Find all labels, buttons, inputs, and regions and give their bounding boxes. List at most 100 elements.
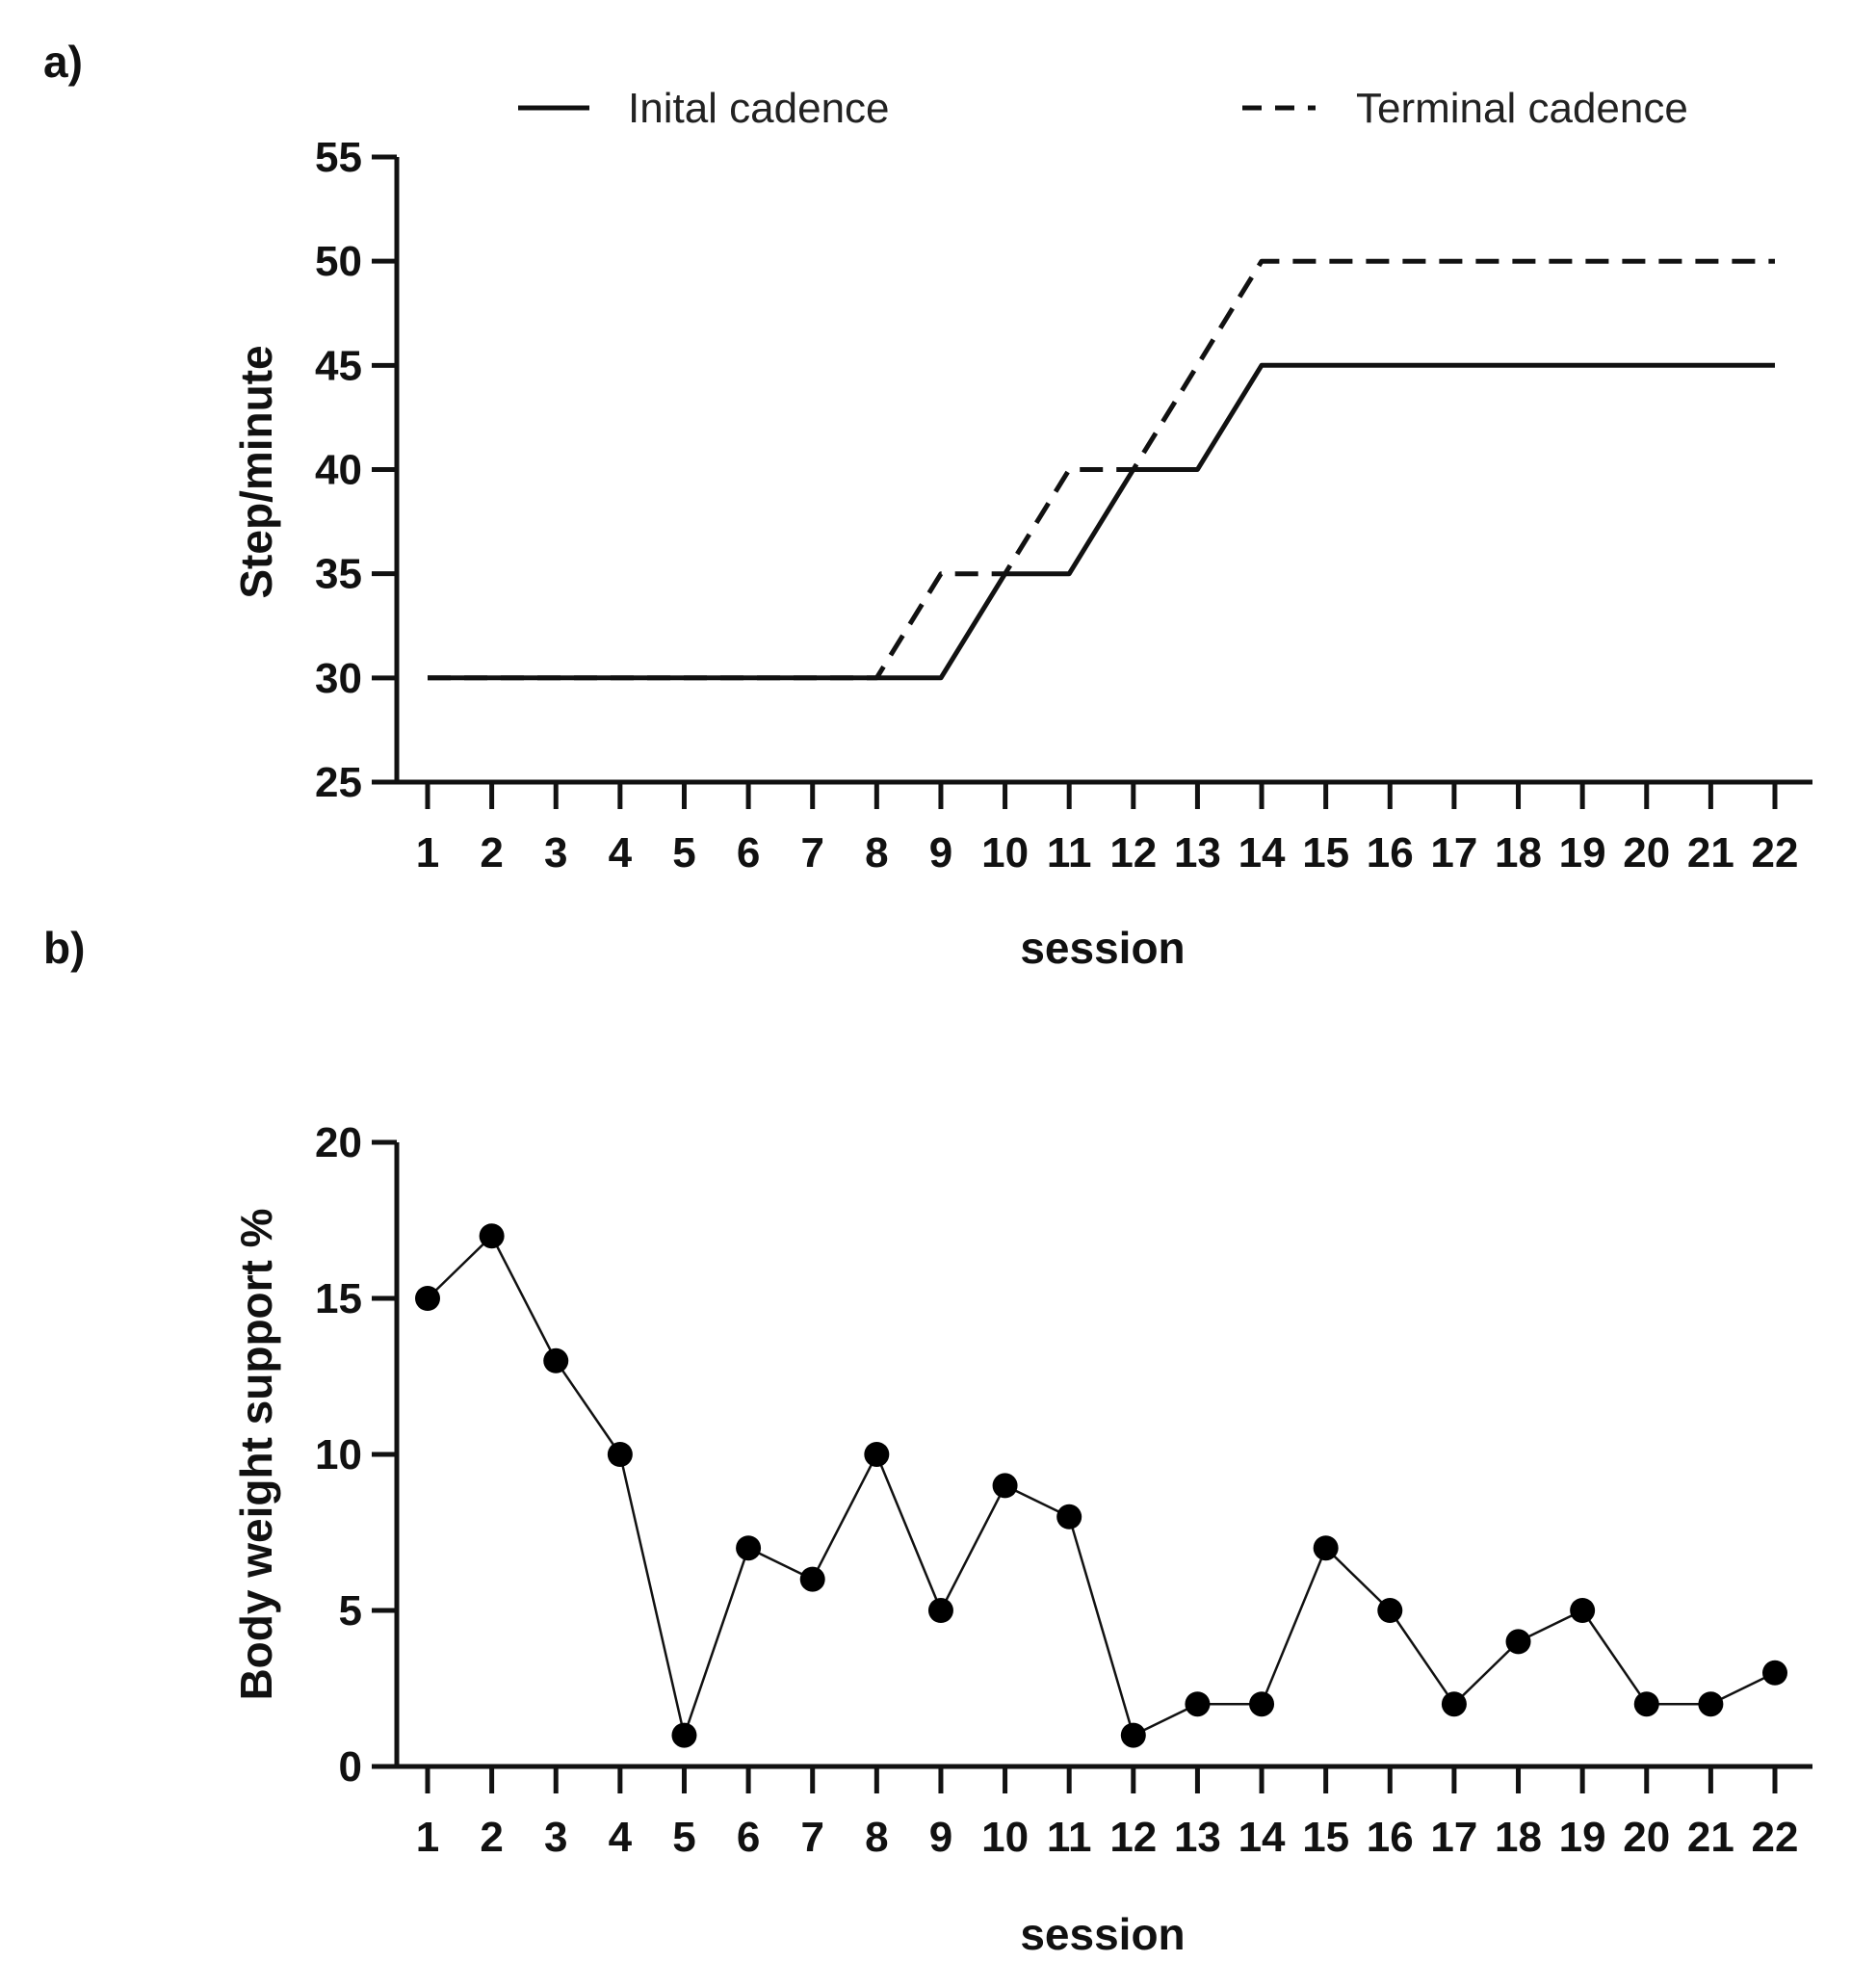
- x-tick-label-a: 3: [544, 829, 567, 876]
- y-axis-title-a: Step/minute: [231, 345, 281, 598]
- x-tick-label-a: 19: [1559, 829, 1606, 876]
- x-tick-label-a: 22: [1752, 829, 1799, 876]
- data-point: [1056, 1504, 1082, 1530]
- x-tick-label-a: 5: [672, 829, 695, 876]
- x-tick-label-a: 6: [737, 829, 760, 876]
- y-tick-label-b: 15: [315, 1275, 362, 1322]
- x-tick-label-b: 16: [1367, 1814, 1414, 1861]
- y-tick-label-a: 25: [315, 759, 362, 806]
- y-tick-label-a: 45: [315, 342, 362, 389]
- x-tick-label-b: 19: [1559, 1814, 1606, 1861]
- data-point: [927, 1598, 953, 1623]
- x-axis-ticks-b: 1 2 3 4 5 6 7 8 9 10 11 12 13 14 15 16 17 18 19 20 21 22: [416, 1766, 1799, 1861]
- data-point: [1441, 1691, 1467, 1717]
- x-tick-label-b: 2: [480, 1814, 503, 1861]
- x-tick-label-a: 13: [1174, 829, 1221, 876]
- x-tick-label-a: 7: [800, 829, 823, 876]
- y-tick-label-b: 5: [339, 1587, 362, 1635]
- x-tick-label-b: 10: [981, 1814, 1029, 1861]
- data-point: [607, 1442, 633, 1467]
- panel-a-label: a): [43, 37, 83, 87]
- x-tick-label-a: 18: [1495, 829, 1542, 876]
- legend-label-terminal-cadence: Terminal cadence: [1356, 85, 1688, 132]
- x-tick-label-b: 3: [544, 1814, 567, 1861]
- x-tick-label-b: 13: [1174, 1814, 1221, 1861]
- x-tick-label-a: 9: [929, 829, 952, 876]
- x-tick-label-b: 22: [1752, 1814, 1799, 1861]
- y-tick-label-a: 40: [315, 447, 362, 494]
- y-axis-ticks-b: 0 5 10 15 20: [315, 1119, 397, 1791]
- x-axis-title-a: session: [1020, 923, 1185, 973]
- x-tick-label-a: 14: [1238, 829, 1286, 876]
- y-tick-label-b: 0: [339, 1743, 362, 1791]
- series-lines-a: [428, 258, 1775, 681]
- y-tick-label-b: 10: [315, 1431, 362, 1478]
- y-axis-title-b: Body weight support %: [231, 1208, 281, 1700]
- x-tick-label-b: 12: [1109, 1814, 1157, 1861]
- x-tick-label-b: 1: [416, 1814, 439, 1861]
- data-point: [1377, 1598, 1403, 1623]
- series-line-terminal-cadence: [428, 258, 1775, 681]
- x-tick-label-b: 15: [1302, 1814, 1349, 1861]
- data-point: [1249, 1691, 1275, 1717]
- series-line-b: [427, 1234, 1776, 1737]
- data-point: [1762, 1660, 1787, 1686]
- x-tick-label-b: 20: [1623, 1814, 1670, 1861]
- data-point: [992, 1473, 1018, 1499]
- x-tick-label-b: 5: [672, 1814, 695, 1861]
- data-point: [736, 1535, 762, 1561]
- data-point: [543, 1347, 569, 1373]
- x-tick-label-b: 8: [865, 1814, 888, 1861]
- data-point: [1570, 1598, 1596, 1623]
- x-tick-label-b: 9: [929, 1814, 952, 1861]
- x-tick-label-a: 21: [1687, 829, 1734, 876]
- x-tick-label-b: 17: [1430, 1814, 1477, 1861]
- x-axis-ticks-a: 1 2 3 4 5 6 7 8 9 10 11 12 13 14 15 16 17 18 19 20 21 22: [416, 782, 1799, 876]
- y-tick-label-a: 50: [315, 238, 362, 285]
- y-tick-label-a: 55: [315, 134, 362, 181]
- x-tick-label-b: 4: [609, 1814, 633, 1861]
- x-tick-label-b: 7: [800, 1814, 823, 1861]
- data-point: [1633, 1691, 1659, 1717]
- data-point: [1185, 1691, 1211, 1717]
- panel-b-label: b): [43, 923, 85, 973]
- x-tick-label-a: 2: [480, 829, 503, 876]
- x-tick-label-a: 16: [1367, 829, 1414, 876]
- x-tick-label-a: 10: [981, 829, 1029, 876]
- x-tick-label-b: 21: [1687, 1814, 1734, 1861]
- x-tick-label-a: 20: [1623, 829, 1670, 876]
- y-tick-label-a: 35: [315, 551, 362, 598]
- x-tick-label-a: 12: [1109, 829, 1157, 876]
- data-point: [1120, 1722, 1146, 1748]
- x-tick-label-b: 6: [737, 1814, 760, 1861]
- data-point: [1313, 1535, 1339, 1561]
- series-line-body-weight-support: [427, 1234, 1776, 1737]
- x-tick-label-a: 1: [416, 829, 439, 876]
- legend-a: Inital cadence Terminal cadence: [518, 85, 1688, 132]
- x-tick-label-a: 4: [609, 829, 633, 876]
- x-tick-label-a: 8: [865, 829, 888, 876]
- data-point: [1698, 1691, 1724, 1717]
- y-tick-label-a: 30: [315, 655, 362, 702]
- x-tick-label-a: 11: [1047, 829, 1092, 876]
- x-tick-label-b: 18: [1495, 1814, 1542, 1861]
- x-axis-title-b: session: [1020, 1909, 1185, 1959]
- data-point: [479, 1223, 505, 1249]
- data-point: [671, 1722, 697, 1748]
- legend-label-initial-cadence: Inital cadence: [628, 85, 890, 132]
- data-point: [415, 1286, 440, 1311]
- y-tick-label-b: 20: [315, 1119, 362, 1166]
- data-point: [864, 1442, 890, 1467]
- data-point: [799, 1566, 825, 1592]
- series-line-inital-cadence: [428, 362, 1775, 681]
- data-point: [1505, 1629, 1531, 1655]
- data-points-b: [415, 1223, 1787, 1748]
- y-axis-ticks-a: 25 30 35 40 45 50 55: [315, 134, 397, 806]
- panel-a-cadence-chart: a) Inital cadence Terminal cadence 25303…: [43, 37, 1812, 973]
- x-tick-label-b: 11: [1047, 1814, 1092, 1861]
- x-tick-label-b: 14: [1238, 1814, 1286, 1861]
- x-tick-label-a: 15: [1302, 829, 1349, 876]
- x-tick-label-a: 17: [1430, 829, 1477, 876]
